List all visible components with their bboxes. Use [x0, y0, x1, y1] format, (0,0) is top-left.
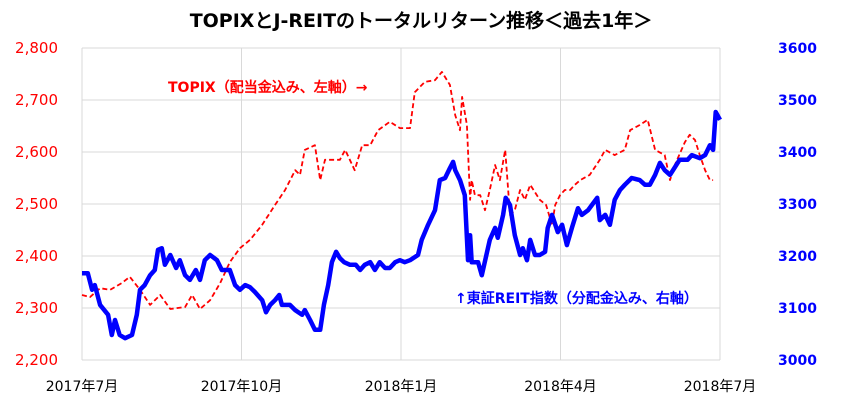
left-tick-label: 2,600 [15, 143, 58, 161]
right-tick-label: 3500 [778, 93, 817, 109]
left-tick-label: 2,400 [15, 247, 58, 265]
topix-annotation: TOPIX（配当金込み、左軸）→ [168, 79, 368, 96]
right-tick-label: 3100 [778, 301, 817, 317]
x-tick-label: 2017年7月 [46, 379, 119, 395]
right-y-axis: 3000 3100 3200 3300 3400 3500 3600 [778, 41, 817, 369]
left-tick-label: 2,500 [15, 195, 58, 213]
x-tick-label: 2018年7月 [684, 379, 757, 395]
right-tick-label: 3600 [778, 41, 817, 57]
gridlines [81, 47, 721, 361]
x-tick-label: 2017年10月 [201, 379, 282, 395]
topix-line [81, 71, 714, 310]
left-tick-label: 2,300 [15, 299, 58, 317]
left-tick-label: 2,700 [15, 91, 58, 109]
left-tick-label: 2,200 [15, 351, 58, 369]
right-tick-label: 3300 [778, 197, 817, 213]
right-tick-label: 3400 [778, 145, 817, 161]
right-tick-label: 3000 [778, 353, 817, 369]
chart-title: TOPIXとJ-REITのトータルリターン推移＜過去1年＞ [190, 9, 653, 32]
x-axis: 2017年7月 2017年10月 2018年1月 2018年4月 2018年7月 [46, 379, 757, 395]
x-tick-label: 2018年1月 [365, 379, 438, 395]
reit-annotation: ↑東証REIT指数（分配金込み、右軸） [455, 290, 698, 307]
right-tick-label: 3200 [778, 249, 817, 265]
x-tick-label: 2018年4月 [524, 379, 597, 395]
reit-line [82, 109, 722, 341]
series-lines [81, 71, 722, 341]
left-tick-label: 2,800 [15, 39, 58, 57]
left-y-axis: 2,200 2,300 2,400 2,500 2,600 2,700 2,800 [15, 39, 58, 369]
